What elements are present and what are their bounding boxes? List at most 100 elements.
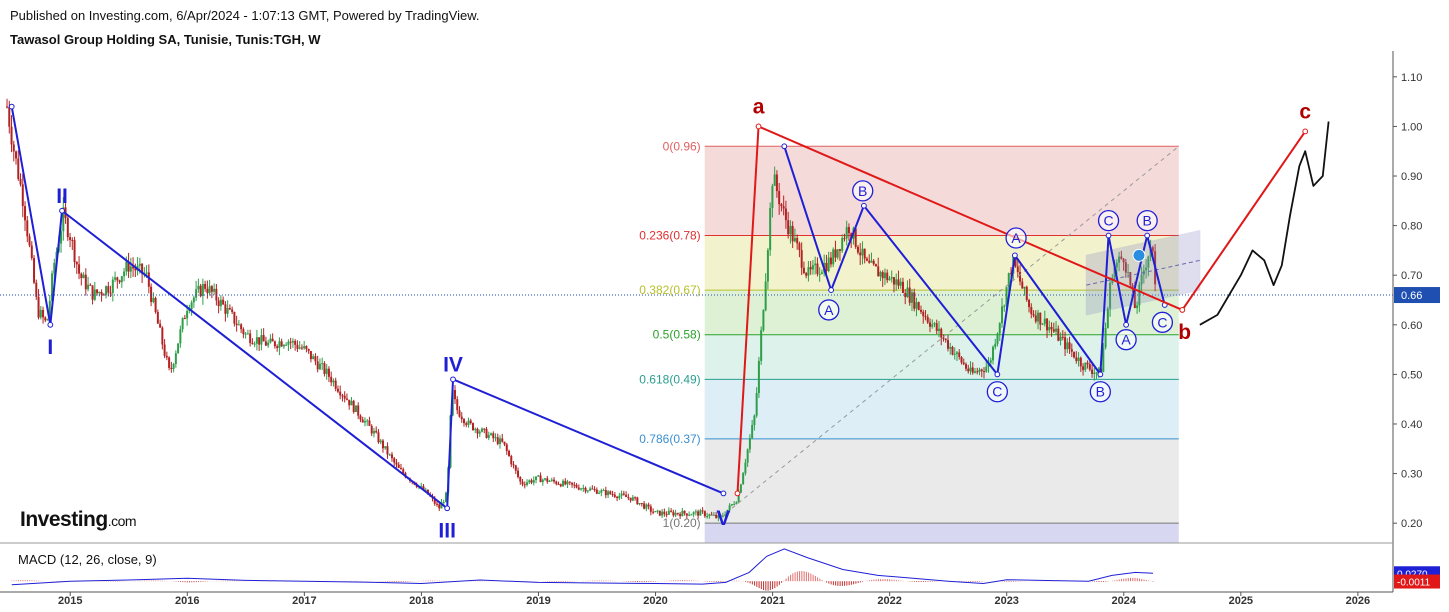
candle-body — [278, 341, 281, 348]
candle-body — [190, 302, 193, 310]
candle-body — [746, 449, 749, 463]
candle-body — [19, 178, 22, 185]
candle-body — [836, 249, 839, 258]
candle-body — [116, 277, 119, 281]
candle-body — [636, 497, 639, 505]
candle-body — [15, 151, 18, 159]
wave-node — [450, 376, 456, 383]
candle-body — [53, 262, 56, 274]
candle-body — [1057, 328, 1060, 341]
impulse-wave-line — [10, 106, 724, 510]
candle-body — [532, 480, 535, 483]
candle-body — [152, 297, 155, 303]
candle-body — [314, 356, 317, 362]
wave-node — [734, 490, 741, 497]
candle-body — [607, 491, 610, 496]
candle-body — [956, 352, 959, 354]
wave-label: II — [56, 185, 68, 208]
candle-body — [253, 343, 256, 345]
candle-body — [255, 337, 258, 344]
candle-body — [841, 238, 844, 251]
candle-body — [694, 511, 697, 513]
candle-body — [760, 330, 763, 361]
candle-body — [931, 324, 934, 327]
candle-body — [395, 462, 398, 465]
candle-body — [159, 323, 162, 328]
candle-body — [631, 497, 634, 501]
candle-body — [98, 292, 101, 294]
candle-body — [667, 510, 670, 515]
candle-body — [1073, 351, 1076, 358]
candle-body — [969, 367, 972, 372]
candle-body — [363, 421, 366, 423]
candle-body — [129, 266, 132, 272]
wave-node — [1123, 321, 1130, 328]
candle-body — [616, 496, 619, 499]
candle-body — [892, 277, 895, 285]
wave-label: C — [1157, 314, 1167, 330]
candle-body — [262, 335, 265, 342]
candle-body — [109, 292, 112, 294]
candle-body — [1095, 372, 1098, 374]
candle-body — [501, 438, 504, 442]
candle-body — [544, 478, 547, 480]
candle-body — [208, 286, 211, 294]
candle-body — [102, 294, 105, 296]
candle-body — [424, 489, 427, 491]
candle-body — [393, 458, 396, 463]
projection-curve — [1199, 121, 1330, 326]
candle-body — [93, 289, 96, 300]
candle-body — [84, 274, 87, 290]
candle-body — [634, 497, 637, 499]
candle-body — [514, 465, 517, 471]
candle-body — [469, 420, 472, 424]
candle-body — [226, 308, 229, 314]
candle-body — [264, 341, 267, 346]
candle-body — [1131, 284, 1134, 290]
candle-body — [1001, 306, 1004, 324]
candle-body — [1061, 336, 1064, 338]
candle-body — [51, 273, 54, 301]
candle-body — [861, 248, 864, 256]
candle-body — [937, 328, 940, 331]
candle-body — [282, 345, 285, 347]
candle-body — [1086, 362, 1089, 365]
candle-body — [296, 344, 299, 349]
candle-body — [546, 478, 549, 482]
candle-body — [847, 227, 850, 234]
candle-body — [503, 441, 506, 445]
wave-drawings — [0, 103, 1393, 514]
candle-body — [71, 239, 74, 241]
candle-body — [330, 376, 333, 383]
macd-value-label: -0.0011 — [1397, 578, 1431, 589]
candle-body — [679, 514, 682, 517]
wave-node — [1144, 232, 1151, 239]
wave-node — [8, 103, 15, 110]
candle-body — [478, 431, 481, 434]
y-tick-label: 0.40 — [1401, 419, 1422, 431]
candle-body — [640, 503, 643, 505]
candle-body — [661, 511, 664, 516]
candle-body — [339, 391, 342, 396]
candle-body — [715, 514, 718, 518]
candle-body — [147, 272, 150, 287]
candle-body — [685, 513, 688, 516]
candle-body — [935, 323, 938, 331]
candle-body — [919, 309, 922, 312]
candle-body — [512, 464, 515, 466]
candle-body — [721, 515, 724, 517]
candle-body — [42, 309, 45, 318]
candle-body — [192, 297, 195, 303]
candle-body — [825, 262, 828, 272]
candle-body — [165, 355, 168, 358]
candle-body — [539, 475, 542, 483]
wave-node — [1097, 371, 1104, 378]
candle-body — [944, 338, 947, 341]
candle-body — [199, 285, 202, 297]
candle-body — [886, 272, 889, 281]
candle-body — [1097, 368, 1100, 373]
candle-body — [915, 302, 918, 309]
candle-body — [586, 490, 589, 492]
candle-body — [528, 480, 531, 483]
